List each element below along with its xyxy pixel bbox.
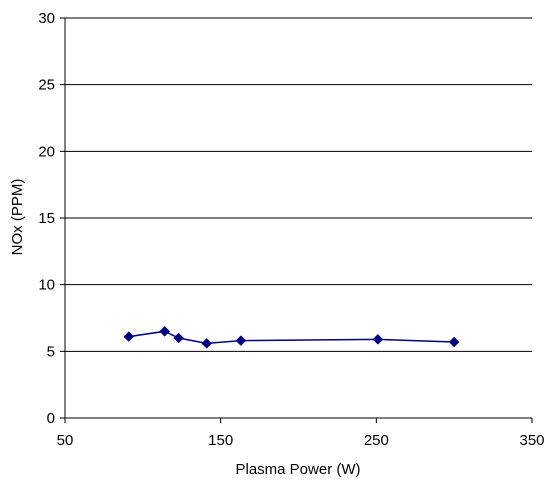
data-point-marker — [372, 333, 384, 345]
x-tick-label: 250 — [364, 432, 389, 449]
grid-lines — [65, 17, 532, 352]
y-tick-label: 30 — [38, 10, 55, 27]
data-point-marker — [123, 331, 135, 343]
data-point-marker — [448, 336, 460, 348]
y-tick-label: 10 — [38, 277, 55, 294]
x-tick-label: 350 — [519, 432, 544, 449]
y-tick-label: 5 — [47, 343, 55, 360]
data-point-marker — [173, 332, 184, 344]
x-tick-label: 50 — [57, 432, 74, 449]
y-axis-title: NOx (PPM) — [9, 179, 26, 256]
data-point-marker — [201, 337, 213, 349]
data-point-marker — [235, 335, 247, 347]
x-tick-label: 150 — [208, 432, 233, 449]
axes — [60, 17, 533, 423]
y-tick-label: 0 — [47, 410, 55, 427]
y-tick-label: 25 — [38, 77, 55, 94]
x-axis-title: Plasma Power (W) — [235, 461, 360, 478]
data-point-marker — [159, 325, 170, 337]
y-tick-label: 20 — [38, 143, 55, 160]
tick-labels: 0 5 10 15 20 25 30 50 150 250 350 — [38, 10, 544, 449]
y-tick-label: 15 — [38, 210, 55, 227]
data-series — [123, 325, 460, 349]
